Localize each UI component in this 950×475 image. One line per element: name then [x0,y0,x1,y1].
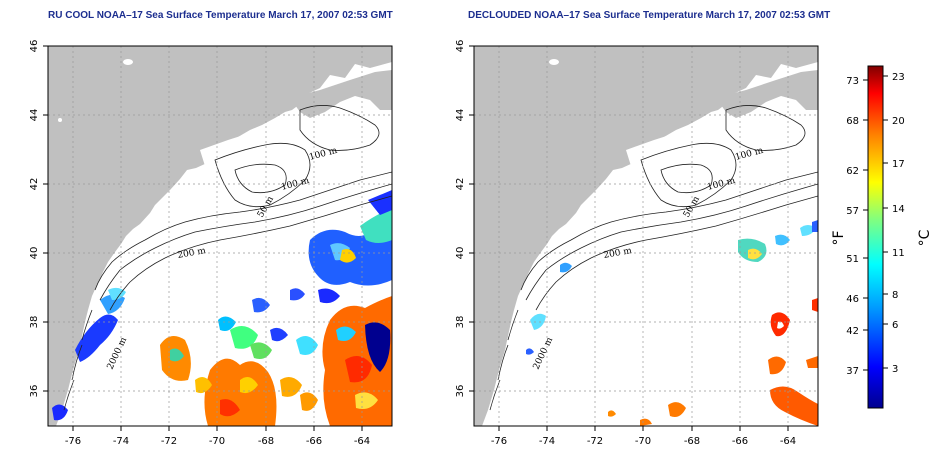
svg-text:-76: -76 [65,436,81,447]
svg-text:46: 46 [455,40,466,53]
map-frame [473,45,819,427]
svg-text:-70: -70 [635,436,651,447]
svg-text:11: 11 [892,248,905,259]
map-panel-right: 100 m 100 m 50 m 200 m 2000 m [455,40,819,447]
lake [123,59,133,65]
colorbar: 73 68 62 57 51 46 42 37 23 20 17 14 11 8… [831,65,933,409]
svg-text:57: 57 [846,206,859,217]
svg-text:62: 62 [846,166,859,177]
svg-text:46: 46 [29,40,40,53]
svg-text:-64: -64 [780,436,796,447]
svg-text:36: 36 [29,385,40,398]
svg-text:-74: -74 [539,436,555,447]
sst-data [52,190,392,426]
land-mass [474,46,818,426]
gulf-of-maine-water [626,128,701,168]
panel-title-left: RU COOL NOAA–17 Sea Surface Temperature … [48,10,393,21]
svg-text:38: 38 [455,316,466,329]
svg-text:36: 36 [455,385,466,398]
svg-text:46: 46 [846,294,859,305]
svg-text:8: 8 [892,290,898,301]
svg-text:-68: -68 [258,436,274,447]
bathymetry-contours [63,105,392,411]
svg-text:40: 40 [455,247,466,260]
colorbar-ticks [863,75,888,371]
map-frame [47,45,393,427]
lon-tick-labels: -76 -74 -72 -70 -68 -66 -64 [65,436,370,447]
axis-ticks [43,45,363,431]
grid-lines [474,46,818,426]
svg-text:23: 23 [892,72,905,83]
svg-text:51: 51 [846,254,859,265]
svg-text:38: 38 [29,316,40,329]
svg-text:37: 37 [846,366,859,377]
svg-text:42: 42 [455,178,466,191]
svg-text:73: 73 [846,76,859,87]
svg-text:-74: -74 [113,436,129,447]
land-mass [48,46,392,426]
svg-text:3: 3 [892,364,898,375]
celsius-axis-label: °C [917,229,933,246]
svg-text:14: 14 [892,204,905,215]
svg-text:-68: -68 [684,436,700,447]
gulf-of-maine-water [200,128,275,168]
svg-text:-72: -72 [587,436,603,447]
map-panel-left: 100 m 100 m 50 m 200 m 2000 m [29,40,393,447]
axis-ticks [469,45,789,431]
svg-text:42: 42 [846,326,859,337]
colorbar-gradient [867,65,884,409]
panel-title-right: DECLOUDED NOAA–17 Sea Surface Temperatur… [468,10,831,21]
svg-text:44: 44 [455,109,466,122]
svg-text:6: 6 [892,320,898,331]
lat-tick-labels: 46 44 42 40 38 36 [29,40,40,398]
celsius-tick-labels: 23 20 17 14 11 8 6 3 [892,72,905,375]
fahrenheit-tick-labels: 73 68 62 57 51 46 42 37 [846,76,859,377]
svg-text:-66: -66 [732,436,748,447]
svg-text:20: 20 [892,116,905,127]
lake [58,118,62,122]
contour-label: 200 m [603,246,633,261]
lon-tick-labels: -76 -74 -72 -70 -68 -66 -64 [491,436,796,447]
svg-text:-64: -64 [354,436,370,447]
svg-text:17: 17 [892,159,905,170]
sst-data [526,220,818,426]
svg-text:-66: -66 [306,436,322,447]
contour-label: 200 m [177,246,207,261]
lake [549,59,559,65]
bathymetry-contours [489,105,818,411]
svg-text:68: 68 [846,116,859,127]
svg-text:-72: -72 [161,436,177,447]
svg-text:-70: -70 [209,436,225,447]
svg-text:42: 42 [29,178,40,191]
grid-lines [48,46,392,426]
svg-text:-76: -76 [491,436,507,447]
fahrenheit-axis-label: °F [831,230,847,245]
svg-text:44: 44 [29,109,40,122]
lat-tick-labels: 46 44 42 40 38 36 [455,40,466,398]
svg-text:40: 40 [29,247,40,260]
